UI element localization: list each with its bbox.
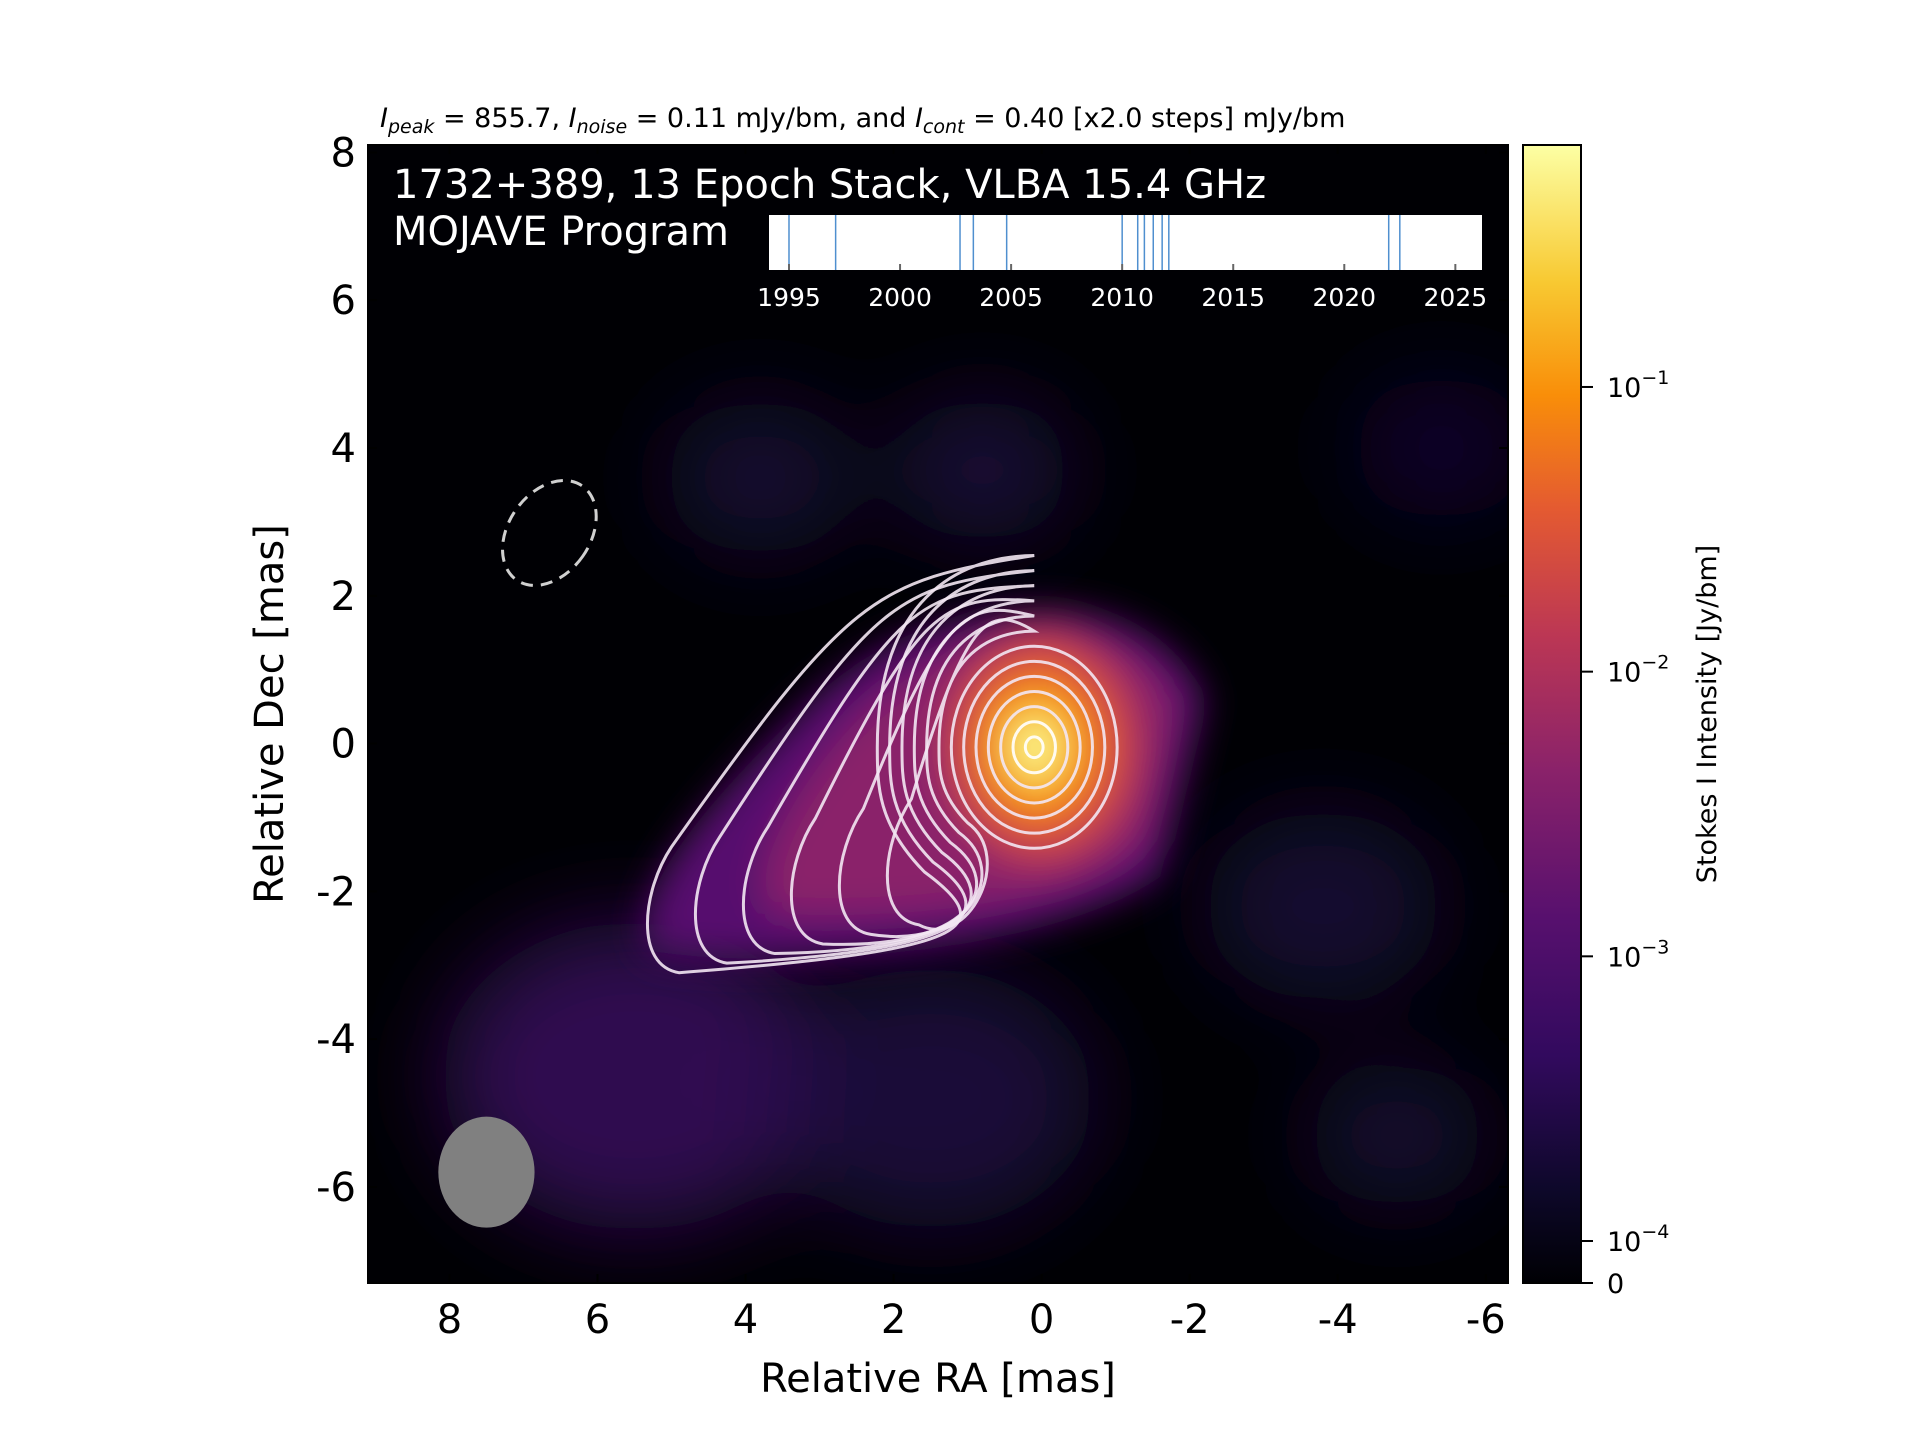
contour-line bbox=[693, 569, 1035, 965]
contour-line bbox=[1011, 720, 1057, 775]
contour-set bbox=[438, 478, 1119, 1228]
colorbar-frame bbox=[1522, 144, 1582, 1284]
y-tick-label: -6 bbox=[316, 1165, 356, 1211]
colorbar-label: Stokes I Intensity [Jy/bm] bbox=[1692, 545, 1723, 883]
y-tick-label: 4 bbox=[331, 426, 356, 472]
epoch-tick-label: 2025 bbox=[1424, 283, 1488, 312]
diffuse-emission bbox=[1352, 376, 1508, 520]
contour-line bbox=[789, 598, 1035, 946]
x-tick-label: 2 bbox=[881, 1297, 906, 1343]
epoch-tick-label: 2000 bbox=[868, 283, 932, 312]
contour-line bbox=[986, 690, 1082, 805]
colorbar-ticks: 0 10−4 10−3 10−2 10−1 bbox=[1581, 367, 1669, 1300]
colorbar-tick-label: 10−1 bbox=[1607, 367, 1669, 404]
x-tick-label: 8 bbox=[437, 1297, 462, 1343]
epoch-tick-label: 2010 bbox=[1090, 283, 1154, 312]
diffuse-emission bbox=[1204, 811, 1442, 1001]
chart-title: Ipeak = 855.7, Inoise = 0.11 mJy/bm, and… bbox=[380, 103, 1345, 138]
diffuse-emission bbox=[664, 400, 857, 555]
colorbar: 0 10−4 10−3 10−2 10−1 Stokes I Intensity [Jy… bbox=[1522, 144, 1723, 1300]
diffuse-emission bbox=[767, 967, 1094, 1229]
y-tick-label: 6 bbox=[331, 278, 356, 324]
contour-line bbox=[974, 674, 1094, 820]
contour-line bbox=[885, 618, 1040, 931]
diffuse-emission bbox=[1308, 1064, 1486, 1207]
x-tick-label: -6 bbox=[1466, 1297, 1506, 1343]
plot-frame bbox=[367, 144, 1509, 1284]
x-tick-label: 4 bbox=[733, 1297, 758, 1343]
emission-map bbox=[442, 376, 1508, 1231]
beam-ellipse bbox=[438, 1116, 535, 1228]
y-axis-label: Relative Dec [mas] bbox=[247, 524, 293, 904]
y-tick-label: -4 bbox=[316, 1017, 356, 1063]
x-tick-label: -2 bbox=[1170, 1297, 1210, 1343]
epoch-tick-label: 2020 bbox=[1312, 283, 1376, 312]
image-panel bbox=[368, 145, 1508, 1283]
dashed-ellipse bbox=[501, 478, 598, 587]
epoch-tick-label: 2005 bbox=[979, 283, 1043, 312]
contour-line bbox=[962, 659, 1107, 835]
contour-line bbox=[741, 584, 1035, 956]
epoch-tick-label: 2015 bbox=[1201, 283, 1265, 312]
epoch-lines bbox=[788, 215, 1401, 270]
y-axis: 8 6 4 2 0 -2 -4 -6 bbox=[316, 130, 1508, 1211]
contour-line bbox=[999, 704, 1070, 790]
colorbar-tick-label: 10−4 bbox=[1607, 1221, 1669, 1258]
x-tick-label: -4 bbox=[1318, 1297, 1358, 1343]
contour-line bbox=[1023, 735, 1045, 760]
contour-line bbox=[949, 644, 1119, 851]
contour-line bbox=[837, 608, 1035, 938]
epoch-inset-box bbox=[769, 215, 1482, 270]
x-tick-label: 0 bbox=[1029, 1297, 1054, 1343]
colorbar-tick-label: 0 bbox=[1607, 1269, 1624, 1300]
colorbar-gradient bbox=[1523, 145, 1581, 1283]
diffuse-emission bbox=[893, 399, 1072, 542]
diffuse-emission bbox=[442, 922, 827, 1231]
annotation-line-2: MOJAVE Program bbox=[393, 209, 729, 255]
x-tick-label: 6 bbox=[585, 1297, 610, 1343]
colorbar-tick-label: 10−3 bbox=[1607, 936, 1669, 973]
core-emission bbox=[1024, 735, 1045, 760]
y-tick-label: 0 bbox=[331, 722, 356, 768]
annotation-line-1: 1732+389, 13 Epoch Stack, VLBA 15.4 GHz bbox=[393, 162, 1266, 208]
y-tick-label: -2 bbox=[316, 869, 356, 915]
epoch-inset: 1995 2000 2005 2010 2015 2020 2025 bbox=[757, 215, 1487, 312]
colorbar-tick-label: 10−2 bbox=[1607, 652, 1669, 689]
x-axis-label: Relative RA [mas] bbox=[760, 1356, 1116, 1402]
epoch-tick-label: 1995 bbox=[757, 283, 821, 312]
y-tick-label: 8 bbox=[331, 130, 356, 176]
x-axis: 8 6 4 2 0 -2 -4 -6 bbox=[437, 145, 1506, 1343]
epoch-axis: 1995 2000 2005 2010 2015 2020 2025 bbox=[757, 264, 1487, 312]
contour-line bbox=[645, 554, 1035, 975]
y-tick-label: 2 bbox=[331, 574, 356, 620]
